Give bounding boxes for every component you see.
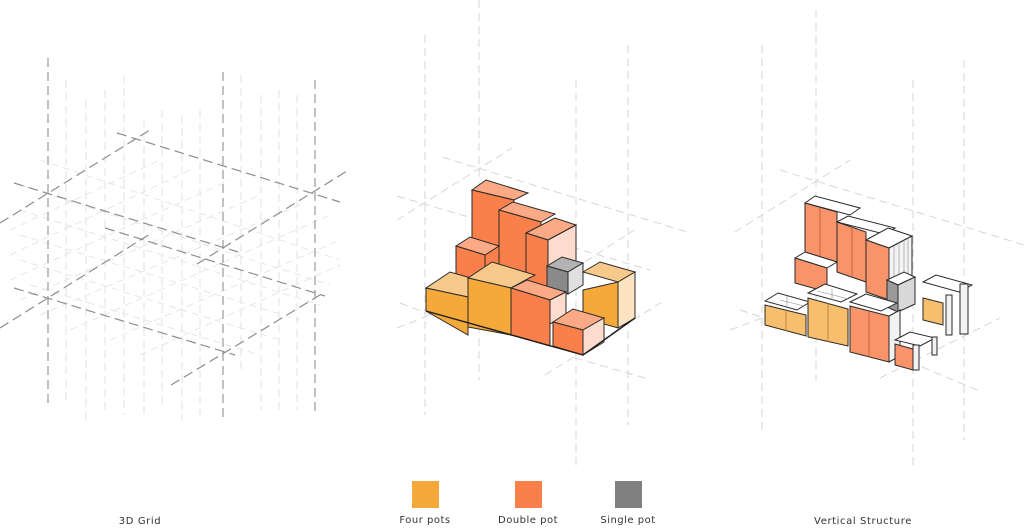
grid-caption: 3D Grid xyxy=(118,516,162,527)
structure-panel xyxy=(729,10,1024,470)
grid-panel xyxy=(0,58,348,420)
legend-item-single-pot: Single pot xyxy=(583,481,673,526)
legend-item-four-pots: Four pots xyxy=(380,481,470,526)
legend-item-double-pot: Double pot xyxy=(483,481,573,526)
double-pot-swatch xyxy=(514,481,542,508)
legend-label: Double pot xyxy=(498,515,558,526)
legend-label: Four pots xyxy=(399,515,451,526)
massing-panel xyxy=(396,0,688,465)
four-pots-swatch xyxy=(411,481,439,508)
legend-label: Single pot xyxy=(600,515,656,526)
structure-caption: Vertical Structure xyxy=(814,516,912,527)
single-pot-swatch xyxy=(614,481,642,508)
